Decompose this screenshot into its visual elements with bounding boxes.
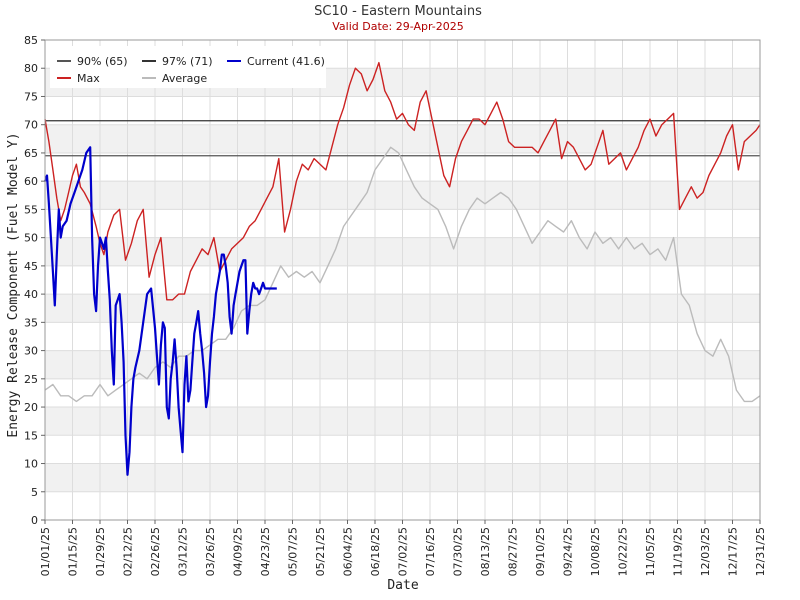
x-tick-label: 11/05/25 bbox=[644, 527, 657, 576]
y-axis-ticks: 0 5 10 15 20 25 30 35 40 45 50 55 60 65 70 75 80 85 bbox=[24, 34, 45, 527]
y-tick-label: 75 bbox=[24, 90, 38, 103]
x-tick-label: 08/27/25 bbox=[507, 527, 520, 576]
y-tick-label: 45 bbox=[24, 260, 38, 273]
y-tick-label: 55 bbox=[24, 203, 38, 216]
x-tick-label: 10/08/25 bbox=[589, 527, 602, 576]
x-axis-label: Date bbox=[387, 578, 418, 593]
x-tick-label: 10/22/25 bbox=[617, 527, 630, 576]
series-line bbox=[44, 61, 761, 301]
legend-box bbox=[50, 46, 326, 88]
series-line bbox=[43, 146, 277, 476]
y-tick-label: 50 bbox=[24, 232, 38, 245]
y-tick-label: 25 bbox=[24, 373, 38, 386]
x-tick-label: 05/21/25 bbox=[314, 527, 327, 576]
chart-subtitle: Valid Date: 29-Apr-2025 bbox=[332, 20, 464, 33]
legend-label: Average bbox=[162, 72, 207, 85]
x-tick-label: 07/02/25 bbox=[397, 527, 410, 576]
x-tick-label: 01/29/25 bbox=[94, 527, 107, 576]
x-tick-label: 03/12/25 bbox=[177, 527, 190, 576]
y-tick-label: 70 bbox=[24, 119, 38, 132]
x-tick-label: 08/13/25 bbox=[479, 527, 492, 576]
x-tick-label: 12/31/25 bbox=[754, 527, 767, 576]
x-tick-label: 02/26/25 bbox=[149, 527, 162, 576]
y-tick-label: 5 bbox=[31, 486, 38, 499]
reference-lines bbox=[45, 120, 760, 157]
x-tick-label: 07/30/25 bbox=[452, 527, 465, 576]
legend-label: 97% (71) bbox=[162, 55, 213, 68]
y-tick-label: 15 bbox=[24, 429, 38, 442]
y-tick-label: 80 bbox=[24, 62, 38, 75]
x-tick-label: 06/04/25 bbox=[342, 527, 355, 576]
x-tick-label: 12/03/25 bbox=[699, 527, 712, 576]
x-tick-label: 09/24/25 bbox=[562, 527, 575, 576]
y-tick-label: 10 bbox=[24, 458, 38, 471]
x-tick-label: 05/07/25 bbox=[287, 527, 300, 576]
y-tick-label: 65 bbox=[24, 147, 38, 160]
x-tick-label: 01/15/25 bbox=[67, 527, 80, 576]
y-tick-label: 85 bbox=[24, 34, 38, 47]
legend: 90% (65) 97% (71) Current (41.6) Max Average bbox=[50, 46, 326, 88]
legend-label: 90% (65) bbox=[77, 55, 128, 68]
y-axis-label: Energy Release Component (Fuel Model Y) bbox=[6, 132, 21, 437]
x-tick-label: 04/09/25 bbox=[232, 527, 245, 576]
x-tick-label: 06/18/25 bbox=[369, 527, 382, 576]
x-tick-label: 09/10/25 bbox=[534, 527, 547, 576]
x-tick-label: 12/17/25 bbox=[727, 527, 740, 576]
x-tick-label: 11/19/25 bbox=[672, 527, 685, 576]
y-tick-label: 30 bbox=[24, 345, 38, 358]
y-tick-label: 60 bbox=[24, 175, 38, 188]
y-tick-label: 35 bbox=[24, 316, 38, 329]
y-tick-label: 0 bbox=[31, 514, 38, 527]
legend-label: Current (41.6) bbox=[247, 55, 325, 68]
y-tick-label: 20 bbox=[24, 401, 38, 414]
x-tick-label: 01/01/25 bbox=[39, 527, 52, 576]
series-lines bbox=[43, 61, 761, 476]
x-tick-label: 02/12/25 bbox=[122, 527, 135, 576]
x-tick-label: 04/23/25 bbox=[259, 527, 272, 576]
series-line bbox=[44, 146, 761, 403]
x-tick-label: 03/26/25 bbox=[204, 527, 217, 576]
y-tick-label: 40 bbox=[24, 288, 38, 301]
x-axis-ticks: 01/01/25 01/15/25 01/29/25 02/12/25 02/26/25… bbox=[39, 520, 767, 576]
x-tick-label: 07/16/25 bbox=[424, 527, 437, 576]
legend-label: Max bbox=[77, 72, 100, 85]
chart-title: SC10 - Eastern Mountains bbox=[314, 4, 482, 19]
